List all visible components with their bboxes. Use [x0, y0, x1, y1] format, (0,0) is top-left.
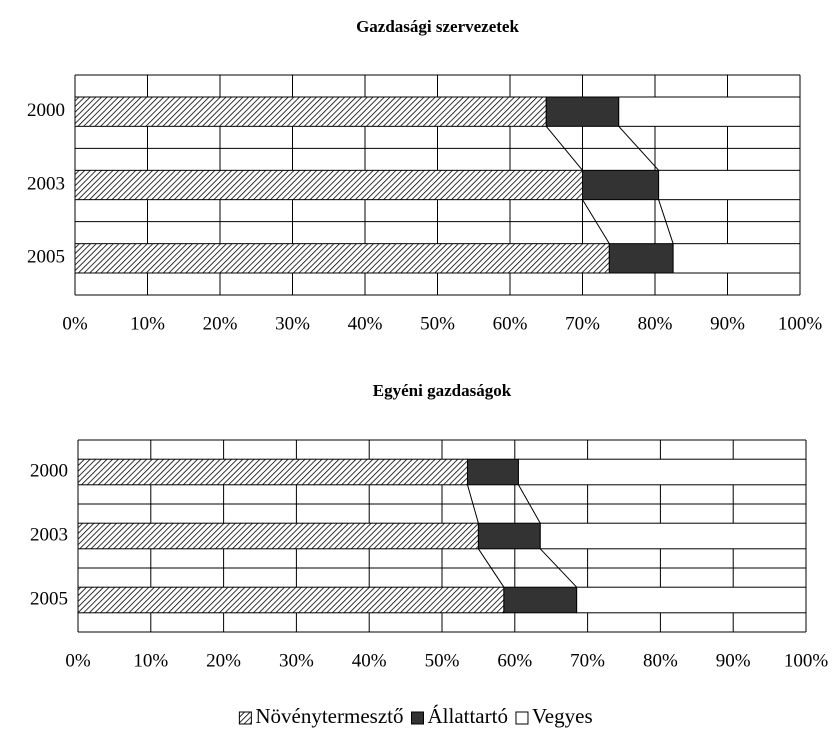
series-line [658, 199, 674, 244]
y-tick-label: 2003 [27, 173, 65, 194]
y-tick-label: 2005 [27, 247, 65, 268]
x-tick-label: 30% [279, 650, 314, 671]
bar-segment [517, 458, 807, 486]
x-tick-label: 100% [784, 650, 829, 671]
bar-segment [77, 458, 468, 486]
bar-segment [576, 586, 807, 614]
bar-segment [477, 522, 541, 550]
y-tick-label: 2000 [30, 460, 68, 481]
x-tick-label: 90% [716, 650, 751, 671]
legend-marker [515, 711, 529, 725]
legend-label: Növénytermesztő [255, 704, 403, 728]
bar-segment [582, 169, 660, 201]
bar-segment [618, 96, 801, 127]
bar-segment [74, 243, 610, 274]
series-line [582, 199, 610, 244]
y-tick-label: 2000 [27, 100, 65, 121]
bar-segment [658, 169, 801, 201]
x-tick-label: 60% [497, 650, 532, 671]
x-tick-label: 0% [62, 313, 88, 334]
x-tick-label: 70% [570, 650, 605, 671]
bar-segment [608, 243, 674, 274]
bar-segment [77, 586, 505, 614]
x-tick-label: 10% [130, 313, 165, 334]
x-tick-label: 90% [710, 313, 745, 334]
bar-segment [503, 586, 578, 614]
x-tick-label: 60% [493, 313, 528, 334]
series-line [618, 125, 659, 171]
series-line [518, 484, 541, 524]
x-tick-label: 20% [206, 650, 241, 671]
x-tick-label: 30% [275, 313, 310, 334]
x-tick-label: 50% [420, 313, 455, 334]
bar-segment [545, 96, 620, 127]
x-tick-label: 20% [203, 313, 238, 334]
bar-segment [77, 522, 479, 550]
x-tick-label: 80% [643, 650, 678, 671]
x-tick-label: 80% [638, 313, 673, 334]
bar-segment [74, 169, 583, 201]
x-tick-label: 40% [352, 650, 387, 671]
legend-label: Vegyes [532, 704, 593, 728]
legend-marker [238, 711, 252, 725]
series-line [477, 548, 505, 588]
series-line [539, 548, 578, 588]
bar-segment [539, 522, 807, 550]
legend-label: Állattartó [427, 704, 507, 728]
bar-segment [466, 458, 519, 486]
y-tick-label: 2003 [30, 524, 68, 545]
legend-marker [410, 711, 424, 725]
bar-segment [74, 96, 547, 127]
chart-title: Gazdasági szervezetek [356, 17, 519, 36]
x-tick-label: 50% [425, 650, 460, 671]
bar-segment [672, 243, 801, 274]
chart-title: Egyéni gazdaságok [373, 381, 512, 400]
series-line [545, 126, 583, 171]
x-tick-label: 70% [565, 313, 600, 334]
x-tick-label: 10% [133, 650, 168, 671]
x-tick-label: 40% [348, 313, 383, 334]
x-tick-label: 0% [65, 650, 91, 671]
x-tick-label: 100% [778, 313, 823, 334]
y-tick-label: 2005 [30, 588, 68, 609]
series-line [466, 484, 479, 524]
